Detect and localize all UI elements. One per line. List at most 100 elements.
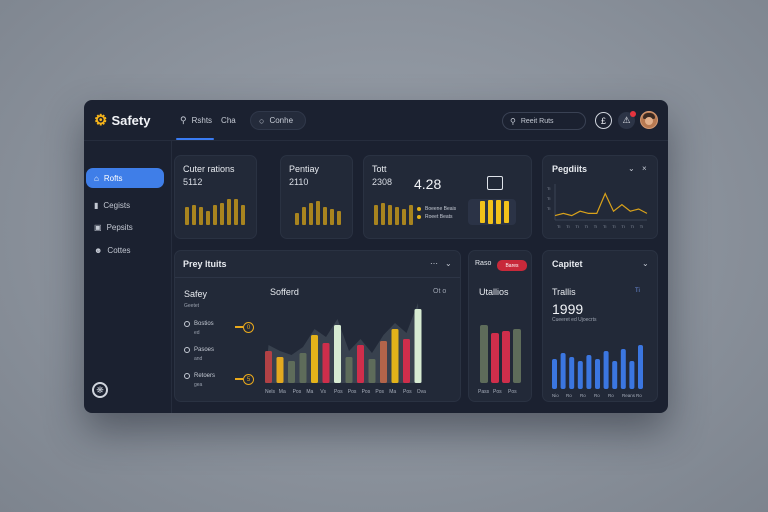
chart-bar — [288, 361, 295, 383]
mini-bar — [192, 205, 196, 225]
progress-chart-title: Sofferd — [270, 287, 299, 297]
chart-bar — [491, 333, 499, 383]
tab-reports[interactable]: ⚲ Rshts Cha — [172, 111, 242, 130]
list-item-label: Bostios — [194, 321, 214, 327]
orders-card[interactable]: Cuter rations 5112 — [174, 155, 257, 239]
tab-connect[interactable]: ○ Conhe — [250, 111, 306, 130]
rates-chart: Pass Pos Pos — [478, 325, 521, 395]
sidebar-item-contacts[interactable]: ☻ Cottes — [86, 240, 164, 260]
chart-bar — [299, 353, 307, 383]
chart-bar — [552, 359, 557, 389]
chevron-down-icon[interactable]: ⌄ — [628, 164, 635, 173]
progress-card-header: Prey ltuits ⋯ ⌄ — [175, 251, 460, 278]
top-bar: ⚙ Safety ⚲ Rshts Cha ○ Conhe ⚲ Reeit Rut… — [84, 100, 668, 141]
mini-bar — [337, 211, 341, 225]
brand[interactable]: ⚙ Safety — [94, 113, 150, 129]
card-icon: ▣ — [94, 222, 102, 232]
pending-card-title: Pentiay — [289, 164, 320, 174]
avatar-face — [645, 117, 653, 125]
x-tick-label: Ro — [566, 393, 572, 398]
close-icon[interactable]: × — [642, 164, 647, 173]
x-tick-label: Tl — [594, 224, 597, 229]
x-tick-label: Tl — [640, 224, 643, 229]
x-tick-label: Ro — [636, 393, 642, 398]
more-icon[interactable]: ⋯ — [430, 259, 438, 268]
chevron-down-icon[interactable]: ⌄ — [445, 259, 452, 268]
chart-bar — [265, 351, 272, 383]
tab-reports-label: Rshts — [191, 116, 213, 125]
profiles-line-chart: Tl Tl Tl Tl Tl Tl Tl Tl Tl Tl Tl Tl Tl — [547, 184, 648, 229]
mini-bar — [234, 199, 238, 225]
circle-search-icon: ○ — [259, 115, 265, 126]
list-item[interactable]: Pasoes — [184, 347, 214, 353]
rates-card[interactable]: Raso Bares Utallios Pass Pos Pos — [468, 250, 532, 402]
tab-reports-suffix: Cha — [221, 116, 236, 125]
chart-bar — [334, 325, 341, 383]
notifications-button[interactable]: ⚠ — [618, 111, 636, 129]
x-tick-label: Pos — [493, 389, 502, 395]
x-tick-label: Ma — [279, 389, 286, 395]
pending-card-value: 2110 — [289, 177, 309, 187]
avatar[interactable] — [640, 111, 658, 129]
search-icon: ⚲ — [180, 115, 187, 125]
radio-icon — [184, 373, 190, 379]
progress-card[interactable]: Prey ltuits ⋯ ⌄ Safey Geetet Bostios ed Pa… — [174, 250, 461, 402]
mini-bar — [213, 205, 217, 225]
capital-card[interactable]: Capitet ⌄ Trallis Ti 1999 Cueeret ed Ujo… — [542, 250, 658, 402]
mini-bar — [199, 207, 203, 225]
x-tick-label: Pos — [508, 389, 517, 395]
people-icon: ☻ — [94, 245, 103, 255]
mini-bar — [227, 199, 231, 225]
capital-small-text: Cueeret ed Ujoecrts — [552, 317, 597, 323]
list-item-sub: and — [194, 356, 203, 362]
avatar-hair — [643, 113, 655, 119]
sidebar-item-label: Pepsits — [106, 222, 133, 232]
capital-subtitle: Trallis — [552, 287, 576, 297]
settings-icon[interactable]: ❋ — [92, 382, 108, 398]
chevron-down-icon[interactable]: ⌄ — [642, 259, 649, 268]
x-tick-label: Pos — [375, 389, 384, 395]
total-card-value: 2308 — [372, 177, 393, 187]
list-item[interactable]: Bostios — [184, 321, 214, 327]
legend-item: Roeet Beats — [417, 214, 453, 220]
x-tick-label: Tl — [575, 224, 578, 229]
active-tab-indicator — [176, 138, 214, 140]
x-tick-label: Pos — [362, 389, 371, 395]
search-input[interactable]: ⚲ Reeit Ruts — [502, 112, 586, 130]
x-tick-label: Tl — [585, 224, 588, 229]
capital-card-title: Capitet — [552, 259, 583, 269]
sidebar-item-label: Rofts — [103, 173, 123, 183]
sidebar-item-reports[interactable]: ⌂ Rofts — [86, 168, 164, 188]
orders-mini-chart — [185, 199, 245, 225]
rates-subtitle: Utallios — [479, 287, 509, 297]
mini-bar — [402, 209, 406, 225]
x-tick-label: Pos — [403, 389, 412, 395]
total-mini-chart — [374, 203, 413, 225]
pending-card[interactable]: Pentiay 2110 — [280, 155, 353, 239]
legend-dot — [417, 207, 421, 211]
currency-button[interactable]: £ — [595, 112, 612, 129]
x-tick-label: Pos — [348, 389, 357, 395]
expand-icon[interactable] — [487, 176, 503, 190]
list-item[interactable]: Retoers — [184, 373, 215, 379]
highlight-bar — [480, 201, 485, 223]
profiles-card-title: Pegdiits — [552, 164, 588, 174]
total-card-title: Tott — [372, 164, 387, 174]
sidebar-item-deposits[interactable]: ▣ Pepsits — [86, 217, 164, 237]
chart-bar — [391, 329, 399, 383]
chart-bar — [380, 341, 387, 383]
mini-bar — [295, 213, 299, 225]
chart-bar — [577, 361, 583, 389]
chart-bar — [480, 325, 488, 383]
x-tick-label: Tl — [557, 224, 560, 229]
capital-chart: Nio Ro Ro Ro Ro Reans Ro — [552, 345, 643, 398]
sidebar-item-registers[interactable]: ▮ Cegists — [86, 195, 164, 215]
chart-bar — [276, 357, 284, 383]
status-badge[interactable]: Bares — [497, 260, 527, 271]
legend-item: Boeene Beais — [417, 206, 456, 212]
chart-bar — [502, 331, 510, 383]
y-tick-label: Tl — [547, 206, 550, 211]
list-item-sub: gea — [194, 382, 203, 388]
total-card[interactable]: Tott 2308 4.28 Boeene Beais Roeet Beats — [363, 155, 532, 239]
profiles-card[interactable]: Pegdiits ⌄ × Tl Tl Tl Tl Tl Tl Tl Tl Tl Tl Tl Tl Tl — [542, 155, 658, 239]
